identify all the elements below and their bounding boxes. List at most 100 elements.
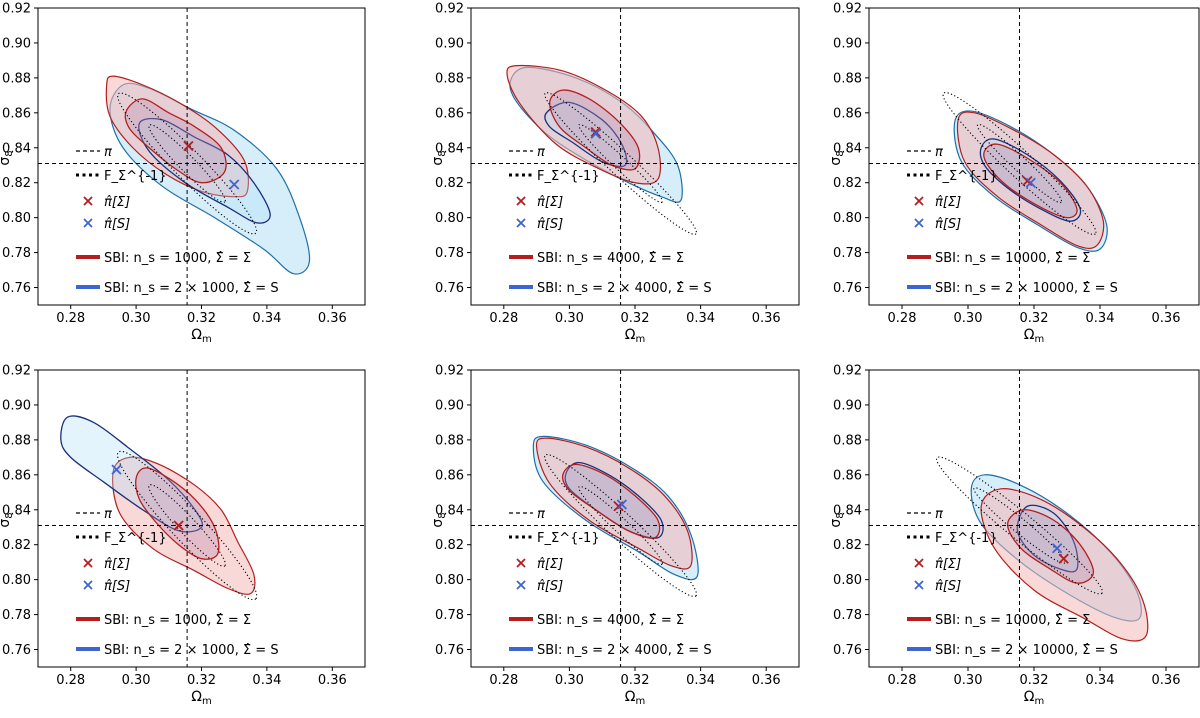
legend: π F_Σ^{-1} π̂[Σ] π̂[S] SBI: n_s = 1000, Σ̂ =… — [76, 145, 279, 296]
legend-estimate-sigma-label: π̂[Σ] — [104, 557, 130, 572]
estimate-S-marker — [616, 499, 628, 510]
x-tick-label: 0.36 — [752, 311, 781, 326]
sbi-sigma-inner-contour — [983, 143, 1078, 219]
y-tick-label: 0.86 — [435, 106, 464, 121]
sbi-sigma-outer-contour — [535, 437, 693, 570]
x-axis-label: Ωm — [625, 689, 645, 707]
legend-estimate-sigma-label: π̂[Σ] — [537, 557, 563, 572]
legend-estimate-S-swatch — [516, 218, 526, 228]
y-tick-label: 0.78 — [2, 608, 31, 623]
x-tick-label: 0.28 — [56, 311, 85, 326]
x-tick-label: 0.30 — [954, 311, 983, 326]
plot-area — [38, 8, 365, 305]
legend-sbi-sigma-label: SBI: n_s = 10000, Σ̂ = Σ — [935, 251, 1090, 266]
y-tick-label: 0.82 — [833, 176, 862, 191]
legend-estimate-sigma-swatch — [516, 558, 526, 568]
legend-sbi-S-label: SBI: n_s = 2 × 4000, Σ̂ = S — [537, 643, 712, 658]
y-tick-label: 0.84 — [833, 141, 862, 156]
x-tick-label: 0.34 — [1086, 673, 1115, 688]
y-tick-label: 0.84 — [833, 503, 862, 518]
y-tick-label: 0.78 — [833, 246, 862, 261]
legend-sbi-sigma-label: SBI: n_s = 4000, Σ̂ = Σ — [537, 613, 684, 628]
legend-fiducial-label: π — [935, 507, 943, 522]
legend-estimate-S-label: π̂[S] — [537, 579, 563, 594]
y-tick-label: 0.80 — [2, 211, 31, 226]
sbi-sigma-outer-contour — [112, 456, 256, 595]
y-tick-label: 0.92 — [833, 2, 862, 17]
x-tick-label: 0.30 — [555, 311, 584, 326]
legend-estimate-S-swatch — [914, 580, 924, 590]
sbi-sigma-outer-contour — [506, 64, 662, 185]
estimate-sigma-marker — [183, 140, 194, 152]
legend-sbi-S-label: SBI: n_s = 2 × 1000, Σ̂ = S — [104, 643, 279, 658]
x-axis-label: Ωm — [191, 689, 211, 707]
x-tick-label: 0.36 — [318, 673, 347, 688]
x-tick-label: 0.34 — [686, 311, 715, 326]
panel-top-left: 0.28 0.30 0.32 0.34 0.36 0.76 0.78 0.80 0.82 0.84… — [0, 2, 366, 345]
y-tick-label: 0.84 — [2, 141, 31, 156]
sbi-sigma-outer-contour — [105, 75, 250, 198]
y-tick-label: 0.82 — [2, 176, 31, 191]
legend-sbi-sigma-label: SBI: n_s = 4000, Σ̂ = Σ — [537, 251, 684, 266]
y-tick-label: 0.86 — [2, 106, 31, 121]
y-axis-label: σ8 — [430, 150, 448, 165]
legend-fiducial-label: π — [104, 145, 112, 160]
x-tick-label: 0.34 — [1086, 311, 1115, 326]
y-axis-label: σ8 — [430, 512, 448, 527]
legend-estimate-S-label: π̂[S] — [935, 217, 961, 232]
x-tick-label: 0.36 — [1152, 311, 1181, 326]
y-tick-label: 0.76 — [2, 643, 31, 658]
legend: π F_Σ^{-1} π̂[Σ] π̂[S] SBI: n_s = 4000, Σ̂ =… — [509, 507, 712, 658]
panel-top-middle: 0.28 0.30 0.32 0.34 0.36 0.76 0.78 0.80 0.82 0.84… — [430, 2, 800, 345]
estimate-S-marker — [1025, 177, 1036, 188]
y-tick-label: 0.90 — [435, 36, 464, 51]
x-tick-label: 0.30 — [555, 673, 584, 688]
legend-estimate-S-label: π̂[S] — [104, 579, 130, 594]
legend-sbi-sigma-label: SBI: n_s = 1000, Σ̂ = Σ — [104, 613, 251, 628]
y-tick-label: 0.80 — [833, 211, 862, 226]
legend-estimate-sigma-label: π̂[Σ] — [935, 195, 961, 210]
x-tick-label: 0.28 — [888, 311, 917, 326]
y-axis-label: σ8 — [828, 512, 846, 527]
y-tick-label: 0.88 — [2, 71, 31, 86]
x-tick-label: 0.32 — [621, 311, 650, 326]
legend-estimate-sigma-swatch — [914, 558, 924, 568]
x-tick-label: 0.28 — [489, 673, 518, 688]
plot-area — [471, 8, 799, 305]
y-axis-label: σ8 — [828, 150, 846, 165]
y-tick-label: 0.88 — [833, 433, 862, 448]
fisher-ellipse-outer — [544, 453, 698, 598]
y-tick-label: 0.86 — [2, 468, 31, 483]
y-tick-label: 0.92 — [435, 364, 464, 379]
legend-estimate-sigma-swatch — [914, 196, 924, 206]
fisher-ellipse-inner — [148, 484, 226, 567]
panel-bottom-left: 0.28 0.30 0.32 0.34 0.36 0.76 0.78 0.80 0.82 0.84… — [0, 364, 366, 707]
x-tick-label: 0.30 — [122, 673, 151, 688]
y-tick-label: 0.80 — [435, 211, 464, 226]
y-tick-label: 0.80 — [833, 573, 862, 588]
x-tick-label: 0.30 — [954, 673, 983, 688]
legend-estimate-sigma-label: π̂[Σ] — [537, 195, 563, 210]
fisher-ellipse-inner — [578, 485, 663, 566]
y-tick-label: 0.90 — [833, 36, 862, 51]
x-tick-label: 0.32 — [1020, 673, 1049, 688]
legend: π F_Σ^{-1} π̂[Σ] π̂[S] SBI: n_s = 4000, Σ̂ =… — [509, 145, 712, 296]
sbi-sigma-outer-contour — [956, 111, 1105, 250]
legend-estimate-S-swatch — [914, 218, 924, 228]
fisher-ellipse-outer — [116, 450, 258, 601]
y-tick-label: 0.90 — [2, 398, 31, 413]
fisher-ellipse-inner — [148, 124, 226, 203]
fisher-ellipse-outer — [936, 456, 1103, 595]
fisher-ellipse-inner — [976, 123, 1063, 204]
plot-area — [869, 370, 1199, 667]
legend-fisher-label: F_Σ^{-1} — [104, 169, 167, 184]
legend: π F_Σ^{-1} π̂[Σ] π̂[S] SBI: n_s = 10000, Σ̂ … — [907, 145, 1118, 296]
y-tick-label: 0.82 — [435, 176, 464, 191]
x-tick-label: 0.36 — [1152, 673, 1181, 688]
x-tick-label: 0.36 — [752, 673, 781, 688]
legend-fiducial-label: π — [104, 507, 112, 522]
y-tick-label: 0.82 — [435, 538, 464, 553]
fisher-ellipse-outer — [117, 92, 258, 235]
estimate-S-marker — [590, 128, 601, 139]
